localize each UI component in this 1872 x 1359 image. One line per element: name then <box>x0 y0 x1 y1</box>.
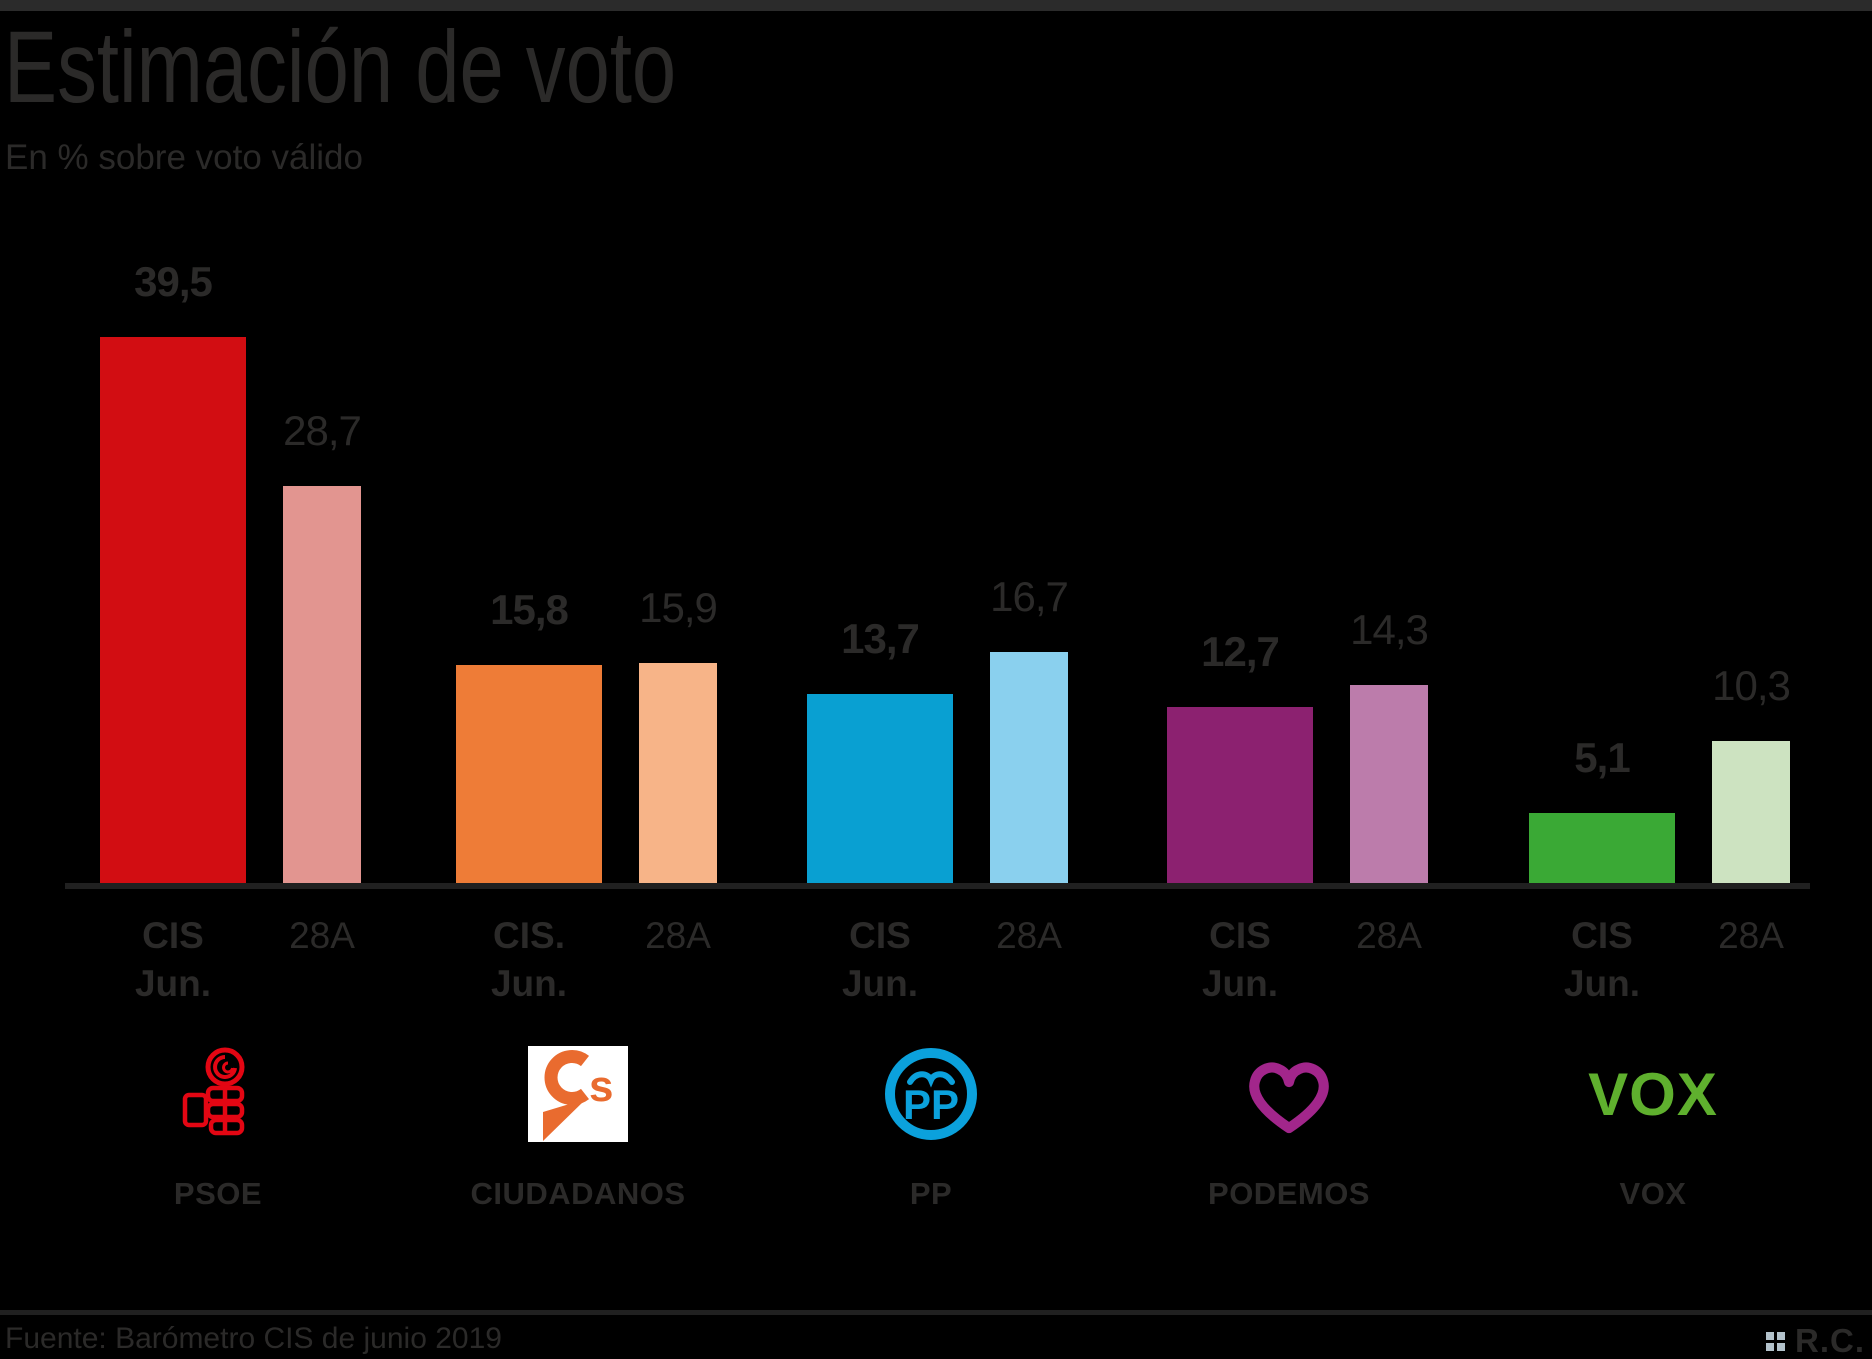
tick-label-psoe-cis-jun: CIS Jun. <box>63 912 283 1008</box>
vox-logo: VOX <box>1528 1042 1778 1146</box>
podemos-logo <box>1164 1042 1414 1146</box>
bar-psoe-cis-jun <box>100 337 246 883</box>
vox-wordmark-icon: VOX <box>1588 1061 1718 1128</box>
bar-podemos-28a <box>1350 685 1428 883</box>
party-label-psoe: PSOE <box>173 1176 263 1211</box>
brand-initials: R.C. <box>1795 1322 1865 1359</box>
tick-label-vox-cis-jun: CIS Jun. <box>1492 912 1712 1008</box>
tick-label-ciudadanos-cis-jun: CIS. Jun. <box>419 912 639 1008</box>
tick-line: Jun. <box>1201 963 1279 1004</box>
tick-line: Jun. <box>1563 963 1641 1004</box>
footer-divider-rule <box>0 1310 1872 1315</box>
value-label-vox-28a: 10,3 <box>1712 662 1791 709</box>
psoe-logo <box>93 1042 343 1146</box>
page-subtitle: En % sobre voto válido <box>5 138 363 177</box>
page-title: Estimación de voto <box>4 10 677 124</box>
tick-line: CIS <box>1209 915 1271 956</box>
podemos-heart-icon <box>1249 1062 1329 1134</box>
tick-line: 28A <box>1718 915 1784 956</box>
value-label-pp-cis-jun: 13,7 <box>841 615 920 662</box>
value-label-pp-28a: 16,7 <box>990 573 1069 620</box>
source-credit: Fuente: Barómetro CIS de junio 2019 <box>5 1322 502 1355</box>
tick-line: 28A <box>1356 915 1422 956</box>
tick-line: CIS <box>849 915 911 956</box>
tick-label-vox-28a: 28A <box>1641 912 1861 960</box>
svg-text:s: s <box>589 1062 613 1111</box>
tick-label-pp-28a: 28A <box>919 912 1139 960</box>
rc-squares-icon <box>1766 1331 1785 1351</box>
party-label-podemos: PODEMOS <box>1208 1176 1370 1211</box>
tick-label-podemos-28a: 28A <box>1279 912 1499 960</box>
bar-pp-28a <box>990 652 1068 883</box>
tick-label-ciudadanos-28a: 28A <box>568 912 788 960</box>
bar-psoe-28a <box>283 486 361 883</box>
tick-line: Jun. <box>841 963 919 1004</box>
top-border-rule <box>0 0 1872 11</box>
svg-text:PP: PP <box>903 1081 959 1128</box>
value-label-psoe-cis-jun: 39,5 <box>134 258 213 305</box>
bar-vox-cis-jun <box>1529 813 1675 883</box>
party-label-pp: PP <box>909 1176 953 1211</box>
tick-line: CIS <box>142 915 204 956</box>
value-label-podemos-cis-jun: 12,7 <box>1201 628 1280 675</box>
ciudadanos-logo: s <box>453 1042 703 1146</box>
party-label-vox: VOX <box>1619 1176 1687 1211</box>
value-label-ciudadanos-cis-jun: 15,8 <box>490 586 569 633</box>
tick-label-psoe-28a: 28A <box>212 912 432 960</box>
tick-label-pp-cis-jun: CIS Jun. <box>770 912 990 1008</box>
value-label-psoe-28a: 28,7 <box>283 407 362 454</box>
psoe-fist-and-rose-icon <box>182 1047 245 1136</box>
bar-pp-cis-jun <box>807 694 953 883</box>
tick-line: 28A <box>645 915 711 956</box>
value-label-podemos-28a: 14,3 <box>1350 606 1429 653</box>
bar-podemos-cis-jun <box>1167 707 1313 883</box>
tick-line: Jun. <box>490 963 568 1004</box>
pp-gull-circle-icon: PP <box>885 1048 977 1140</box>
tick-line: 28A <box>996 915 1062 956</box>
pp-logo: PP <box>806 1042 1056 1146</box>
tick-line: Jun. <box>134 963 212 1004</box>
brand-mark: R.C. <box>1766 1322 1865 1359</box>
party-label-ciudadanos: CIUDADANOS <box>470 1176 686 1211</box>
tick-line: 28A <box>289 915 355 956</box>
x-axis-baseline <box>65 883 1810 889</box>
bar-vox-28a <box>1712 741 1790 883</box>
svg-text:VOX: VOX <box>1588 1061 1718 1128</box>
tick-line: CIS <box>1571 915 1633 956</box>
bar-ciudadanos-28a <box>639 663 717 883</box>
bar-ciudadanos-cis-jun <box>456 665 602 883</box>
ciudadanos-cs-icon: s <box>528 1046 628 1142</box>
tick-label-podemos-cis-jun: CIS Jun. <box>1130 912 1350 1008</box>
tick-line: CIS. <box>493 915 565 956</box>
value-label-ciudadanos-28a: 15,9 <box>639 584 718 631</box>
value-label-vox-cis-jun: 5,1 <box>1574 734 1630 781</box>
